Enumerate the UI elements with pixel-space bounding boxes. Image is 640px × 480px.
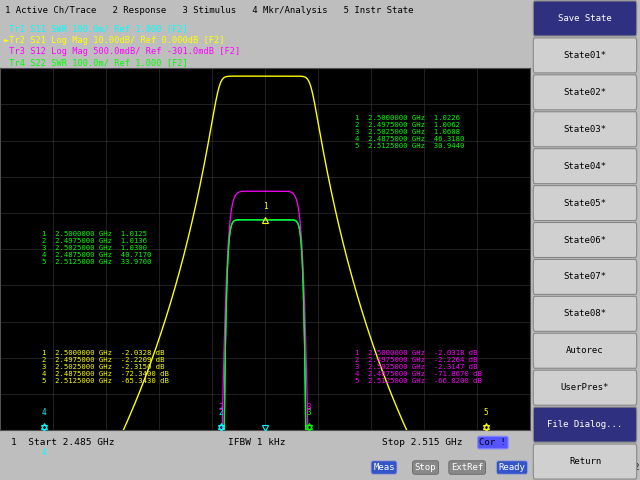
Text: 2: 2 (218, 403, 223, 412)
Text: Save State: Save State (558, 14, 612, 23)
Text: 1  2.5000000 GHz  1.0226
2  2.4975000 GHz  1.0062
3  2.5025000 GHz  1.0608
4  2.: 1 2.5000000 GHz 1.0226 2 2.4975000 GHz 1… (355, 115, 465, 149)
FancyBboxPatch shape (533, 333, 637, 368)
Text: Tr1 S11 SWR 100.0m/ Ref 1.000 [F2]: Tr1 S11 SWR 100.0m/ Ref 1.000 [F2] (4, 24, 188, 33)
FancyBboxPatch shape (533, 1, 637, 36)
Text: 5: 5 (484, 408, 488, 418)
Text: 4: 4 (42, 448, 47, 457)
FancyBboxPatch shape (533, 259, 637, 294)
Text: Return: Return (569, 457, 601, 466)
Text: Svc: Svc (542, 463, 559, 472)
Text: 1  2.5000000 GHz  -2.0318 dB
2  2.4975000 GHz  -2.2264 dB
3  2.5025000 GHz  -2.3: 1 2.5000000 GHz -2.0318 dB 2 2.4975000 G… (355, 350, 482, 384)
Text: Autorec: Autorec (566, 346, 604, 355)
Text: State06*: State06* (563, 236, 607, 244)
FancyBboxPatch shape (533, 296, 637, 331)
Text: Ready: Ready (499, 463, 525, 472)
Text: State05*: State05* (563, 199, 607, 207)
Text: UserPres*: UserPres* (561, 383, 609, 392)
Text: State07*: State07* (563, 273, 607, 281)
Text: State01*: State01* (563, 51, 607, 60)
Text: Cor !: Cor ! (479, 438, 506, 447)
Text: 3: 3 (307, 408, 312, 418)
Text: Stop: Stop (415, 463, 436, 472)
FancyBboxPatch shape (533, 407, 637, 442)
FancyBboxPatch shape (533, 444, 637, 479)
Text: File Dialog...: File Dialog... (547, 420, 623, 429)
FancyBboxPatch shape (533, 75, 637, 110)
Text: 1  2.5000000 GHz  1.0125
2  2.4975000 GHz  1.0136
3  2.5025000 GHz  1.0300
4  2.: 1 2.5000000 GHz 1.0125 2 2.4975000 GHz 1… (42, 231, 152, 265)
Text: 1  Start 2.485 GHz: 1 Start 2.485 GHz (11, 438, 114, 447)
Text: 1  2.5000000 GHz  -2.0328 dB
2  2.4975000 GHz  -2.2209 dB
3  2.5025000 GHz  -2.3: 1 2.5000000 GHz -2.0328 dB 2 2.4975000 G… (42, 350, 169, 384)
Text: 2018-12-21 15:12: 2018-12-21 15:12 (591, 463, 640, 472)
FancyBboxPatch shape (533, 223, 637, 257)
FancyBboxPatch shape (533, 38, 637, 73)
Text: Tr3 S12 Log Mag 500.0mdB/ Ref -301.0mdB [F2]: Tr3 S12 Log Mag 500.0mdB/ Ref -301.0mdB … (4, 47, 241, 56)
Text: 3: 3 (307, 403, 312, 412)
Text: State04*: State04* (563, 162, 607, 171)
Text: 2: 2 (218, 408, 223, 418)
FancyBboxPatch shape (533, 149, 637, 184)
Text: State02*: State02* (563, 88, 607, 97)
Text: 1: 1 (262, 202, 268, 211)
FancyBboxPatch shape (533, 370, 637, 405)
Text: 4: 4 (42, 408, 47, 418)
Text: State03*: State03* (563, 125, 607, 134)
Text: Meas: Meas (373, 463, 395, 472)
Text: State08*: State08* (563, 309, 607, 318)
Text: ExtRef: ExtRef (451, 463, 483, 472)
FancyBboxPatch shape (533, 112, 637, 147)
Text: ►Tr2 S21 Log Mag 10.00dB/ Ref 0.000dB [F2]: ►Tr2 S21 Log Mag 10.00dB/ Ref 0.000dB [F… (4, 36, 225, 45)
Text: Tr4 S22 SWR 100.0m/ Ref 1.000 [F2]: Tr4 S22 SWR 100.0m/ Ref 1.000 [F2] (4, 59, 188, 68)
Text: Stop 2.515 GHz: Stop 2.515 GHz (381, 438, 462, 447)
FancyBboxPatch shape (533, 186, 637, 221)
Text: 1 Active Ch/Trace   2 Response   3 Stimulus   4 Mkr/Analysis   5 Instr State: 1 Active Ch/Trace 2 Response 3 Stimulus … (5, 6, 414, 14)
Text: IFBW 1 kHz: IFBW 1 kHz (228, 438, 285, 447)
